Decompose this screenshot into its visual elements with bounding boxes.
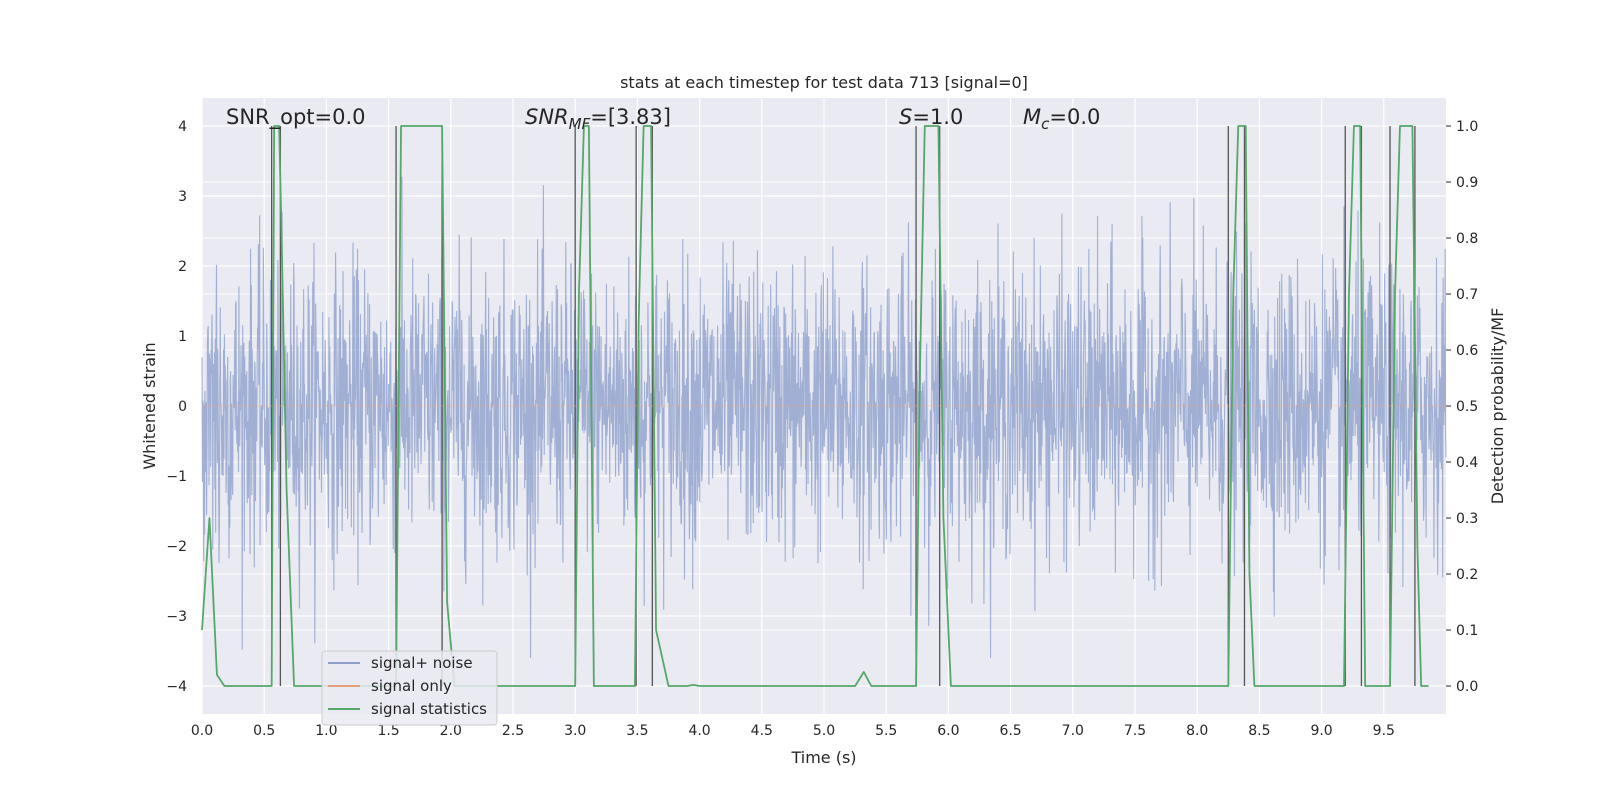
x-tick-label: 3.0 bbox=[564, 723, 586, 739]
y-tick-label: −1 bbox=[166, 469, 187, 485]
x-tick-label: 1.5 bbox=[377, 723, 399, 739]
y-tick-label: −3 bbox=[166, 609, 187, 625]
annotation-mc: Mc=0.0 bbox=[1023, 105, 1100, 133]
legend: signal+ noise signal only signal statist… bbox=[321, 650, 498, 726]
y-tick-label: 2 bbox=[178, 259, 187, 275]
y-axis-label: Whitened strain bbox=[140, 342, 159, 469]
x-tick-label: 5.5 bbox=[875, 723, 897, 739]
legend-label-signal: signal only bbox=[371, 677, 452, 695]
legend-label-stats: signal statistics bbox=[371, 700, 487, 718]
y-tick-label: 3 bbox=[178, 189, 187, 205]
snr-mf-base: SNR bbox=[525, 105, 569, 129]
x-tick-label: 8.5 bbox=[1248, 723, 1270, 739]
x-tick-label: 4.5 bbox=[751, 723, 773, 739]
mc-sub: c bbox=[1041, 115, 1050, 133]
x-tick-label: 6.5 bbox=[999, 723, 1021, 739]
x-tick-label: 4.0 bbox=[688, 723, 710, 739]
y-tick-label: 4 bbox=[178, 119, 187, 135]
y-tick-label: −2 bbox=[166, 539, 187, 555]
legend-box bbox=[321, 650, 498, 726]
snr-mf-rest: =[3.83] bbox=[590, 105, 671, 129]
y2-tick-label: 0.9 bbox=[1456, 175, 1478, 191]
y-tick-label: −4 bbox=[166, 679, 187, 695]
noise-trace bbox=[201, 176, 1447, 659]
y2-tick-label: 0.7 bbox=[1456, 287, 1478, 303]
x-tick-label: 6.0 bbox=[937, 723, 959, 739]
y2-tick-label: 0.2 bbox=[1456, 567, 1478, 583]
x-tick-label: 2.0 bbox=[440, 723, 462, 739]
y-tick-label: 1 bbox=[178, 329, 187, 345]
legend-label-noise: signal+ noise bbox=[371, 654, 473, 672]
annotation-snr-mf: SNRMF=[3.83] bbox=[525, 105, 671, 133]
y2-axis-label: Detection probability/MF bbox=[1488, 308, 1507, 505]
y2-tick-label: 0.1 bbox=[1456, 623, 1478, 639]
x-tick-label: 9.0 bbox=[1310, 723, 1332, 739]
snr-mf-sub: MF bbox=[569, 115, 591, 133]
x-tick-label: 7.0 bbox=[1062, 723, 1084, 739]
x-axis-label: Time (s) bbox=[790, 748, 856, 767]
x-tick-label: 1.0 bbox=[315, 723, 337, 739]
x-tick-label: 0.5 bbox=[253, 723, 275, 739]
x-tick-label: 0.0 bbox=[191, 723, 213, 739]
s-rest: =1.0 bbox=[912, 105, 963, 129]
y2-tick-label: 0.8 bbox=[1456, 231, 1478, 247]
annotation-snr-opt: SNR_opt=0.0 bbox=[226, 105, 366, 130]
tick-labels: 0.0 0.5 1.0 1.5 2.0 2.5 3.0 3.5 4.0 4.5 5.0 5.5 6.0 6… bbox=[166, 119, 1478, 739]
y2-tick-label: 1.0 bbox=[1456, 119, 1478, 135]
x-tick-label: 5.0 bbox=[813, 723, 835, 739]
y2-tick-label: 0.4 bbox=[1456, 455, 1478, 471]
x-tick-label: 3.5 bbox=[626, 723, 648, 739]
y2-tick-label: 0.0 bbox=[1456, 679, 1478, 695]
y2-tick-label: 0.3 bbox=[1456, 511, 1478, 527]
mc-rest: =0.0 bbox=[1049, 105, 1100, 129]
x-tick-label: 9.5 bbox=[1373, 723, 1395, 739]
noise-series bbox=[201, 176, 1447, 659]
x-tick-label: 2.5 bbox=[502, 723, 524, 739]
y-tick-label: 0 bbox=[178, 399, 187, 415]
mc-base: M bbox=[1023, 105, 1041, 129]
x-tick-label: 8.0 bbox=[1186, 723, 1208, 739]
chart-title: stats at each timestep for test data 713… bbox=[620, 73, 1028, 92]
y2-tick-label: 0.5 bbox=[1456, 399, 1478, 415]
x-tick-label: 7.5 bbox=[1124, 723, 1146, 739]
y2-tick-label: 0.6 bbox=[1456, 343, 1478, 359]
s-base: S bbox=[899, 105, 912, 129]
annotation-s: S=1.0 bbox=[899, 105, 963, 129]
